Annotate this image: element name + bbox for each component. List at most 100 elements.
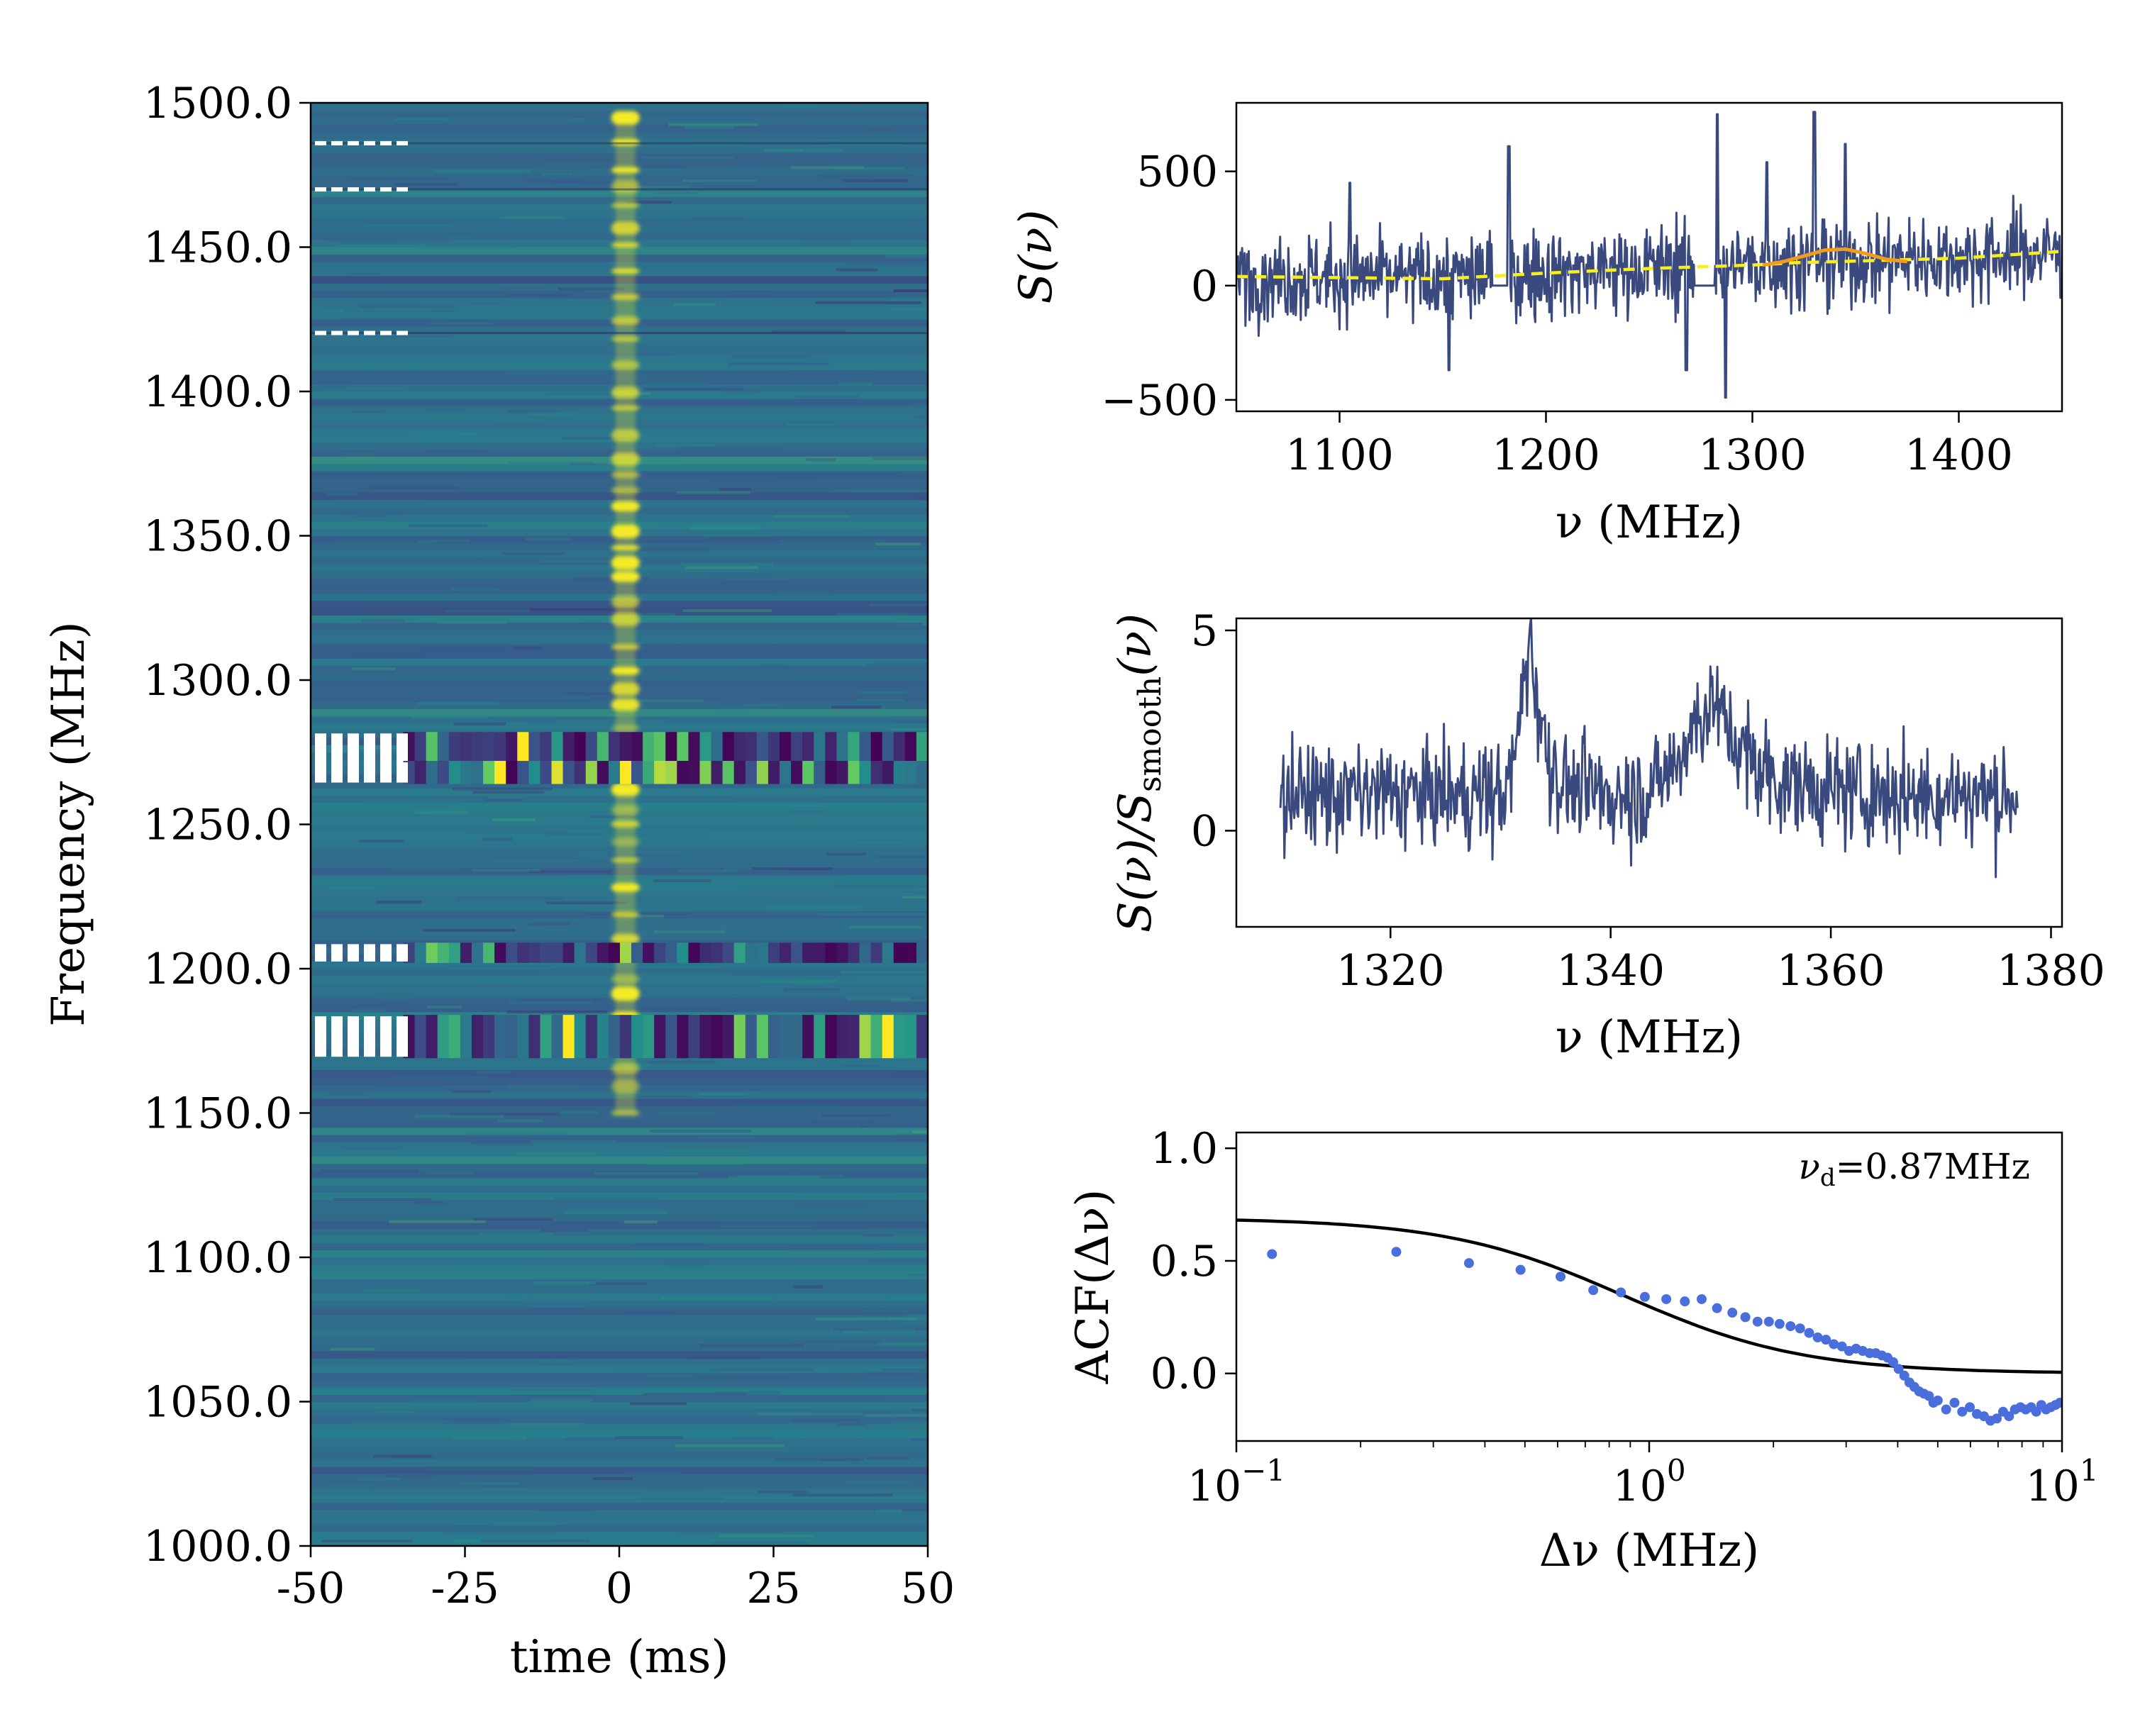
noise-row	[311, 1336, 928, 1345]
noise-streak	[353, 1420, 453, 1423]
flag-band-cell	[619, 760, 632, 784]
noise-streak	[772, 515, 850, 518]
flag-band-cell	[665, 732, 677, 764]
flag-band-cell	[608, 760, 621, 784]
noise-streak	[772, 330, 846, 333]
noise-streak	[613, 445, 697, 448]
noise-streak	[723, 702, 760, 706]
noise-streak	[691, 144, 744, 148]
x-tick-label: 100	[1612, 1453, 1685, 1511]
noise-streak	[513, 646, 543, 650]
noise-streak	[875, 855, 928, 859]
noise-streak	[846, 997, 911, 1001]
acf-point	[1680, 1296, 1690, 1307]
flag-band-cell	[814, 732, 826, 764]
acf-point	[1774, 1318, 1785, 1329]
noise-streak	[552, 181, 633, 184]
flag-band-cell	[631, 1015, 643, 1059]
noise-streak	[633, 613, 675, 616]
noise-streak	[902, 1509, 928, 1513]
pulse-scintle	[611, 167, 640, 174]
flag-band-cell	[733, 942, 746, 963]
zoom-y-ticks: 05	[1191, 606, 1236, 856]
noise-streak	[592, 1476, 633, 1480]
noise-streak	[849, 1462, 896, 1465]
noise-streak	[426, 1006, 462, 1009]
noise-streak	[412, 716, 489, 719]
noise-row	[311, 1293, 928, 1301]
acf-point	[1391, 1247, 1402, 1257]
noise-streak	[794, 1190, 895, 1194]
noise-streak	[409, 1440, 509, 1444]
flag-band-cell	[506, 732, 518, 764]
flag-marker	[397, 187, 408, 192]
flag-band-cell	[688, 942, 700, 963]
flag-band-cell	[756, 1015, 769, 1059]
noise-streak	[572, 577, 649, 580]
noise-streak	[420, 648, 509, 652]
flag-band-cell	[665, 1015, 677, 1059]
noise-streak	[340, 317, 446, 321]
noise-streak	[615, 1370, 716, 1374]
noise-streak	[843, 1379, 911, 1382]
noise-streak	[506, 372, 607, 375]
flag-band-cell	[471, 942, 484, 963]
pulse-scintle	[611, 294, 640, 300]
noise-streak	[867, 1457, 910, 1460]
flag-band-cell	[414, 760, 427, 784]
noise-streak	[508, 1085, 578, 1089]
noise-streak	[329, 401, 430, 405]
pulse-scintle	[611, 725, 640, 731]
noise-streak	[875, 542, 921, 546]
acf-point	[1893, 1364, 1904, 1374]
noise-streak	[453, 1540, 550, 1543]
flag-marker	[315, 140, 326, 145]
noise-row	[311, 1415, 928, 1424]
noise-streak	[535, 1278, 628, 1281]
noise-streak	[806, 458, 836, 462]
noise-streak	[668, 123, 758, 126]
noise-streak	[815, 1317, 917, 1320]
noise-streak	[640, 186, 702, 189]
noise-streak	[803, 1435, 863, 1438]
noise-streak	[390, 1076, 489, 1079]
noise-streak	[909, 403, 928, 406]
acf-point	[1957, 1406, 1968, 1417]
noise-streak	[654, 852, 728, 856]
x-tick-label: 101	[2025, 1453, 2098, 1511]
noise-streak	[855, 840, 902, 844]
noise-streak	[817, 912, 928, 916]
pulse-scintle	[611, 243, 640, 247]
noise-streak	[506, 410, 558, 413]
x-tick-label: -25	[431, 1564, 499, 1613]
noise-streak	[351, 410, 384, 413]
noise-streak	[719, 1534, 814, 1537]
flag-band-cell	[643, 732, 655, 764]
noise-streak	[489, 857, 586, 860]
noise-streak	[727, 362, 829, 366]
noise-streak	[444, 1530, 553, 1534]
noise-streak	[562, 436, 636, 440]
flag-band-cell	[608, 942, 621, 963]
flag-band-cell	[756, 760, 769, 784]
acf-point	[2004, 1411, 2014, 1422]
flag-marker	[364, 944, 375, 962]
noise-streak	[792, 1340, 883, 1344]
flag-band-cell	[711, 1015, 724, 1059]
noise-streak	[521, 411, 630, 414]
noise-streak	[450, 588, 498, 591]
acf-point	[1515, 1264, 1526, 1275]
noise-streak	[473, 705, 541, 708]
noise-streak	[833, 1328, 928, 1331]
noise-streak	[327, 1484, 374, 1488]
noise-streak	[377, 996, 414, 1000]
noise-streak	[902, 1315, 928, 1319]
pulse-scintle	[611, 974, 640, 984]
noise-streak	[356, 514, 386, 518]
noise-row	[311, 1452, 928, 1460]
noise-streak	[472, 869, 541, 872]
noise-streak	[555, 719, 666, 723]
flag-band-cell	[699, 1015, 711, 1059]
flag-band-cell	[426, 942, 438, 963]
